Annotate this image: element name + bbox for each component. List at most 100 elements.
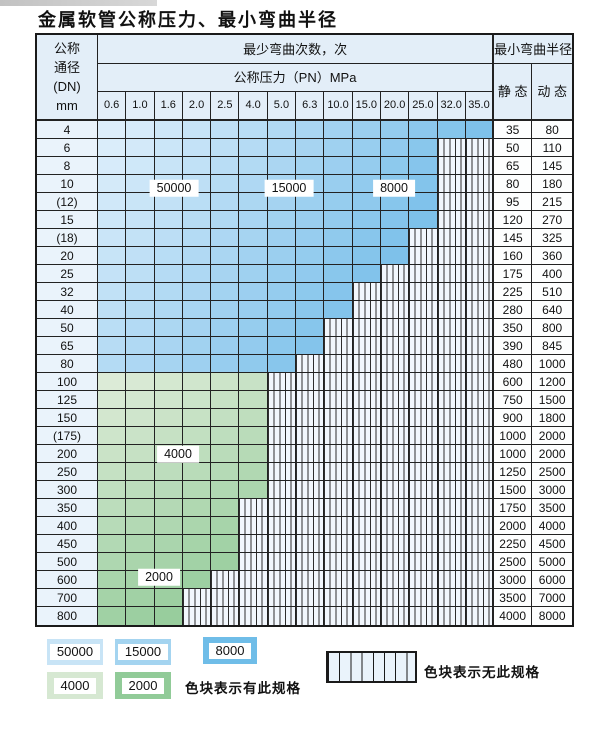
spec-cell [380,193,410,211]
dn-cell: 80 [37,355,98,373]
spec-cell [154,337,183,355]
spec-cell [182,337,212,355]
dynamic-value-cell: 510 [532,283,573,301]
no-spec-cell [465,193,495,211]
cycle-count-label: 4000 [157,445,199,463]
no-spec-cell [465,337,495,355]
dn-header-line: mm [56,98,78,113]
spec-cell [211,553,240,571]
spec-cell [267,283,297,301]
spec-cell [211,175,240,193]
static-value-cell: 145 [494,229,533,247]
spec-cell [267,337,297,355]
dynamic-value-cell: 3500 [532,499,573,517]
no-spec-cell [352,319,381,337]
spec-cell [98,607,127,625]
no-spec-cell [352,355,381,373]
static-value-cell: 175 [494,265,533,283]
dn-cell: (18) [37,229,98,247]
static-value-cell: 750 [494,391,533,409]
spec-cell [267,265,297,283]
spec-cell [154,481,183,499]
spec-cell [437,121,466,139]
no-spec-cell [409,391,438,409]
no-spec-cell [296,409,325,427]
no-spec-cell [409,409,438,427]
no-spec-cell [211,607,240,625]
no-spec-cell [409,499,438,517]
no-spec-cell [409,607,438,625]
no-spec-cell [465,481,495,499]
spec-cell [182,139,212,157]
spec-cell [126,265,155,283]
dn-cell: 500 [37,553,98,571]
spec-cell [267,355,297,373]
spec-cell [239,355,268,373]
spec-cell [352,139,381,157]
spec-cell [154,427,183,445]
dn-cell: 100 [37,373,98,391]
legend-swatch-50000: 50000 [47,639,103,665]
legend-swatch-2000: 2000 [115,672,171,699]
spec-cell [409,139,438,157]
no-spec-cell [437,229,466,247]
no-spec-cell [267,463,297,481]
dn-cell: 8 [37,157,98,175]
no-spec-cell [465,301,495,319]
no-spec-cell [324,571,353,589]
no-spec-cell [465,517,495,535]
static-value-cell: 50 [494,139,533,157]
dynamic-value-cell: 6000 [532,571,573,589]
spec-cell [126,481,155,499]
spec-cell [211,247,240,265]
spec-cell [296,211,325,229]
spec-cell [239,175,268,193]
static-value-cell: 390 [494,337,533,355]
no-spec-cell [380,427,410,445]
dn-cell: 150 [37,409,98,427]
page-title: 金属软管公称压力、最小弯曲半径 [38,10,338,30]
dn-cell: 250 [37,463,98,481]
static-value-cell: 2500 [494,553,533,571]
no-spec-cell [267,535,297,553]
dynamic-value-cell: 215 [532,193,573,211]
no-spec-cell [437,283,466,301]
no-spec-cell [465,211,495,229]
no-spec-cell [437,157,466,175]
spec-cell [98,553,127,571]
spec-cell [211,481,240,499]
no-spec-cell [324,319,353,337]
no-spec-cell [380,355,410,373]
spec-cell [324,283,353,301]
spec-cell [98,391,127,409]
no-spec-cell [409,589,438,607]
spec-cell [296,157,325,175]
spec-cell [352,193,381,211]
spec-cell [352,157,381,175]
spec-cell [126,319,155,337]
no-spec-cell [437,589,466,607]
dn-cell: 200 [37,445,98,463]
no-spec-cell [324,535,353,553]
legend-swatch-label: 8000 [208,642,252,659]
spec-cell [98,481,127,499]
no-spec-cell [380,481,410,499]
spec-cell [182,157,212,175]
spec-cell [465,121,495,139]
no-spec-cell [465,499,495,517]
spec-cell [126,121,155,139]
spec-cell [154,157,183,175]
spec-cell [352,121,381,139]
spec-cell [211,373,240,391]
spec-cell [380,157,410,175]
dn-cell: 20 [37,247,98,265]
no-spec-cell [296,373,325,391]
no-spec-cell [380,535,410,553]
spec-cell [211,139,240,157]
spec-cell [98,517,127,535]
spec-cell [239,409,268,427]
dn-cell: 32 [37,283,98,301]
spec-cell [296,139,325,157]
no-spec-cell [409,571,438,589]
static-value-cell: 600 [494,373,533,391]
